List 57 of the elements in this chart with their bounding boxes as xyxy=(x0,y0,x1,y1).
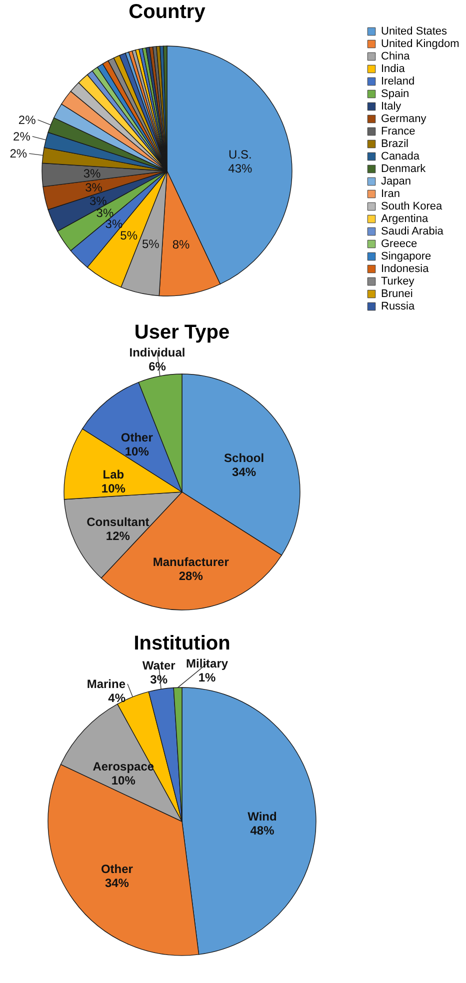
data-label: 3% xyxy=(85,180,103,194)
legend-label: Saudi Arabia xyxy=(381,226,444,238)
data-label: 34% xyxy=(104,876,130,890)
legend-label: Indonesia xyxy=(381,263,430,275)
legend-label: Turkey xyxy=(381,276,415,288)
data-label: 48% xyxy=(250,823,275,838)
legend-label: India xyxy=(381,63,406,75)
data-label: U.S. 43% xyxy=(228,148,253,176)
data-label: 2% xyxy=(18,112,36,127)
data-label: 2% xyxy=(10,146,28,161)
legend-label: Canada xyxy=(381,150,420,162)
slice-label: School xyxy=(224,450,264,465)
legend-label: Denmark xyxy=(381,163,426,175)
legend-label: Argentina xyxy=(381,213,429,225)
chart-title: Country xyxy=(128,1,206,23)
slice-label: Individual xyxy=(129,345,186,360)
slice-label: Lab xyxy=(102,467,124,482)
legend-label: Japan xyxy=(381,176,411,188)
legend-label: Brunei xyxy=(381,288,413,300)
legend-label: Iran xyxy=(381,188,400,200)
data-label: 3% xyxy=(89,194,108,208)
data-label: 12% xyxy=(106,529,130,544)
data-label: 2% xyxy=(13,129,31,144)
slice-label: Military xyxy=(186,656,228,671)
slice-label: Water xyxy=(142,658,176,672)
legend-label: United Kingdom xyxy=(381,38,460,50)
data-label: 10% xyxy=(124,444,150,458)
legend-label: Italy xyxy=(381,100,402,112)
data-label: 4% xyxy=(108,690,126,705)
slice-label: Other xyxy=(120,430,154,444)
slice-label: Marine xyxy=(86,676,126,691)
legend-label: China xyxy=(381,50,411,62)
legend-label: Brazil xyxy=(381,138,409,150)
legend-label: United States xyxy=(381,26,448,38)
slice-label: Wind xyxy=(248,809,277,824)
data-label: 28% xyxy=(178,569,204,584)
data-label: 10% xyxy=(101,481,126,496)
slice-label: Manufacturer xyxy=(152,555,230,570)
legend-label: Ireland xyxy=(381,76,415,88)
legend-label: Greece xyxy=(381,238,418,250)
legend-label: Spain xyxy=(381,88,410,100)
data-label: 5% xyxy=(120,228,138,243)
data-label: 5% xyxy=(142,237,160,252)
legend-label: Russia xyxy=(381,300,416,312)
slice-label: Other xyxy=(100,862,134,876)
data-label: 8% xyxy=(172,238,190,252)
legend-label: Singapore xyxy=(381,250,432,262)
data-label: 1% xyxy=(198,670,216,685)
legend-label: France xyxy=(381,126,416,138)
legend-label: Germany xyxy=(381,113,427,125)
chart-title: Institution xyxy=(134,632,230,655)
slice-label: Consultant xyxy=(86,515,150,530)
legend-label: South Korea xyxy=(381,200,444,212)
data-label: 34% xyxy=(232,464,256,479)
data-label: 10% xyxy=(111,773,136,788)
chart-title: User Type xyxy=(134,321,230,344)
data-label: 3% xyxy=(83,166,102,180)
